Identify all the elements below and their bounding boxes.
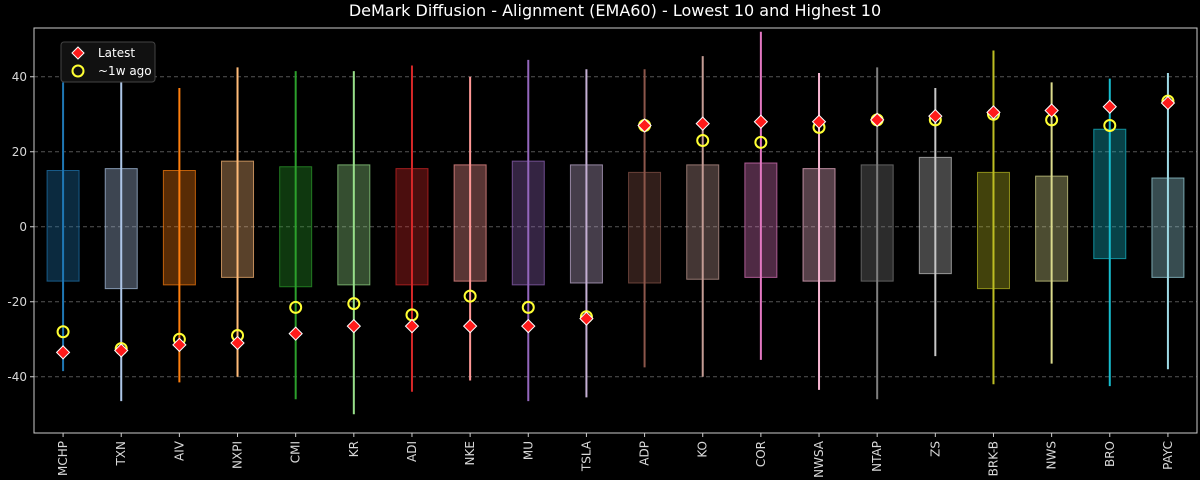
box-ko [686,164,720,280]
x-tick-label: KR [347,441,361,457]
x-tick-label: BRO [1103,441,1117,467]
box-mchp [46,170,80,282]
y-tick-label: -20 [7,295,27,309]
latest-marker-brk-b [986,105,1001,120]
x-tick-label: ZS [928,441,942,457]
box-bro [1093,128,1127,260]
week-ago-marker-cmi [289,300,303,314]
x-tick-label: MCHP [56,441,70,476]
y-tick-label: -40 [7,370,27,384]
week-ago-marker-kr [347,297,361,311]
box-nke [453,164,487,282]
box-cmi [279,166,313,288]
plot-frame [33,27,1198,434]
latest-marker-cor [753,114,769,129]
box-tsla [569,164,603,284]
latest-marker-txn [114,343,129,358]
x-tick-label: NXPI [231,441,245,469]
x-tick-label: TXN [114,441,128,467]
box-nxpi [221,160,255,278]
week-ago-marker-ko [696,134,710,147]
legend-box [60,41,156,83]
box-adp [628,171,662,284]
x-tick-label: CMI [289,441,303,463]
box-zs [918,156,952,275]
week-ago-marker-mu [521,300,535,314]
x-tick-label: COR [754,441,768,467]
week-ago-marker-nke [463,289,477,303]
latest-marker-kr [346,318,362,334]
y-tick-label: 0 [19,220,27,234]
legend-week-ago-label: ~1w ago [98,64,152,78]
plot-series [46,31,1185,415]
box-nws [1035,175,1069,282]
latest-marker-nke [462,318,478,334]
latest-marker-mchp [55,345,71,360]
latest-marker-nws [1044,103,1059,118]
y-tick-label: 20 [12,145,27,159]
latest-marker-adp [637,118,652,133]
x-tick-label: KO [696,441,710,458]
box-aiv [162,170,196,286]
x-tick-label: NWSA [812,440,826,478]
box-payc [1151,177,1185,278]
latest-marker-tsla [579,311,594,326]
latest-marker-payc [1160,95,1176,111]
legend-latest-marker [71,46,85,60]
y-tick-label: 40 [12,70,27,84]
latest-marker-mu [521,318,536,334]
chart-title: DeMark Diffusion - Alignment (EMA60) - L… [349,1,881,20]
latest-marker-bro [1102,99,1117,114]
box-mu [511,160,545,286]
latest-marker-nwsa [811,114,827,129]
y-axis: -40 -20 0 20 40 [7,70,34,384]
latest-marker-aiv [172,337,187,353]
x-tick-label: MU [521,441,535,460]
x-tick-label: ADI [405,441,419,462]
grid-lines [34,76,1197,378]
latest-marker-cmi [288,326,303,341]
latest-marker-ntap [869,112,885,128]
legend-latest-label: Latest [98,46,135,60]
x-tick-label: NKE [463,441,477,465]
box-nwsa [802,168,836,282]
box-brk-b [976,171,1010,290]
box-txn [104,168,138,290]
x-tick-label: NWS [1045,441,1059,469]
week-ago-marker-bro [1103,119,1117,132]
latest-marker-nxpi [230,335,245,351]
box-cor [744,162,778,278]
box-kr [337,164,371,286]
legend: Latest ~1w ago [60,41,156,83]
x-axis: MCHP TXN AIV NXPI CMI KR ADI NKE MU TSLA ADP KO COR N… [56,433,1175,478]
week-ago-marker-cor [754,135,768,149]
x-tick-label: TSLA [579,440,593,472]
latest-marker-ko [695,116,710,131]
box-adi [395,168,429,286]
week-ago-marker-mchp [56,325,70,339]
legend-week-ago-marker [71,64,85,78]
latest-marker-adi [404,318,420,334]
x-tick-label: AIV [172,440,186,461]
box-ntap [860,164,894,282]
x-tick-label: ADP [638,441,652,466]
x-tick-label: BRK-B [986,441,1000,476]
x-tick-label: PAYC [1161,441,1175,470]
x-tick-label: NTAP [870,441,884,472]
latest-marker-zs [928,108,943,124]
